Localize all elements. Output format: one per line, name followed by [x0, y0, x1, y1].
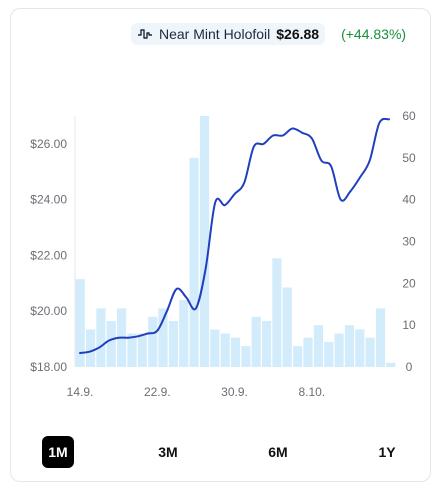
- volume-tick-label: 10: [402, 318, 416, 332]
- date-tick-label: 8.10.: [298, 385, 325, 399]
- volume-bar: [344, 325, 354, 367]
- price-axis: $18.00 $20.00 $22.00 $24.00 $26.00: [30, 116, 76, 374]
- volume-bar: [365, 337, 375, 367]
- date-tick-label: 22.9.: [144, 385, 171, 399]
- volume-bar: [199, 116, 210, 367]
- volume-bar: [86, 329, 96, 367]
- price-tick-label: $20.00: [30, 304, 67, 318]
- range-button-1y[interactable]: 1Y: [371, 436, 403, 468]
- volume-bar: [127, 333, 137, 367]
- volume-bar: [375, 308, 386, 367]
- volume-bar: [106, 321, 116, 367]
- price-volume-chart: $18.00 $20.00 $22.00 $24.00 $26.00 0 10 20 30 40…: [30, 109, 416, 399]
- volume-bar: [210, 329, 220, 367]
- volume-bar: [158, 308, 168, 367]
- volume-bar: [168, 321, 178, 367]
- range-button-3m[interactable]: 3M: [152, 436, 184, 468]
- volume-bar: [293, 346, 303, 367]
- date-tick-label: 14.9.: [67, 385, 94, 399]
- volume-bar: [386, 362, 396, 367]
- volume-tick-label: 40: [402, 193, 416, 207]
- volume-tick-label: 30: [402, 235, 416, 249]
- price-tick-label: $26.00: [30, 137, 67, 151]
- volume-bar: [230, 337, 241, 367]
- volume-bar: [241, 346, 251, 367]
- volume-bar: [220, 333, 230, 367]
- volume-tick-label: 20: [402, 276, 416, 290]
- volume-bars: [75, 116, 396, 367]
- date-axis: 14.9. 22.9. 30.9. 8.10.: [67, 385, 326, 399]
- volume-bar: [137, 333, 147, 367]
- volume-bar: [262, 321, 272, 367]
- volume-bar: [324, 341, 334, 367]
- chart-legend: Near Mint Holofoil $26.88 (+44.83%): [131, 15, 406, 53]
- volume-bar: [303, 337, 313, 367]
- volume-bar: [189, 157, 199, 367]
- date-tick-label: 30.9.: [221, 385, 248, 399]
- volume-bar: [355, 329, 365, 367]
- volume-bar: [251, 316, 261, 367]
- legend-series-name: Near Mint Holofoil: [159, 26, 271, 42]
- volume-tick-label: 0: [406, 360, 413, 374]
- range-button-6m[interactable]: 6M: [262, 436, 294, 468]
- legend-series-change: (+44.83%): [341, 26, 407, 42]
- volume-bar: [179, 300, 189, 367]
- volume-bar: [282, 287, 292, 367]
- volume-bar: [272, 258, 282, 367]
- volume-bar: [313, 325, 323, 367]
- volume-bar: [96, 308, 106, 367]
- range-button-1m[interactable]: 1M: [42, 436, 74, 468]
- price-history-card: [10, 8, 431, 482]
- volume-bar: [334, 333, 344, 367]
- price-tick-label: $24.00: [30, 193, 67, 207]
- time-range-selector: 1M 3M 6M 1Y: [10, 436, 431, 470]
- volume-bar: [148, 316, 158, 367]
- legend-series-price: $26.88: [276, 26, 320, 42]
- price-tick-label: $22.00: [30, 248, 67, 262]
- volume-bar: [75, 279, 85, 367]
- volume-tick-label: 60: [402, 109, 416, 123]
- volume-axis: 0 10 20 30 40 50 60: [402, 109, 416, 374]
- price-tick-label: $18.00: [30, 360, 67, 374]
- legend-series-pill[interactable]: Near Mint Holofoil $26.88: [131, 23, 326, 45]
- volume-tick-label: 50: [402, 151, 416, 165]
- price-line: [79, 117, 390, 355]
- price-line-icon: [137, 26, 153, 42]
